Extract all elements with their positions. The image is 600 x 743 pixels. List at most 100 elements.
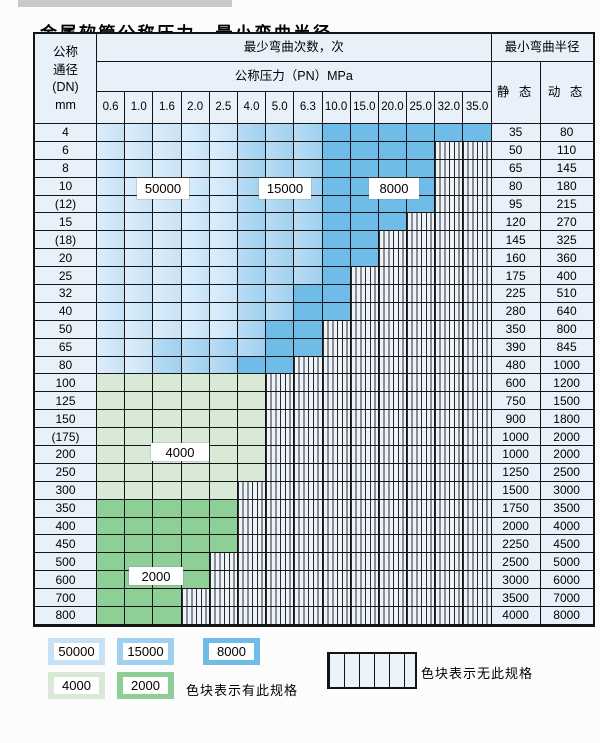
no-spec-cell <box>378 446 408 464</box>
no-spec-cell <box>463 338 492 357</box>
no-spec-cell <box>435 589 464 608</box>
no-spec-cell <box>266 481 295 500</box>
spec-cell <box>209 302 238 321</box>
no-spec-cell <box>435 141 464 160</box>
spec-cell <box>181 392 210 411</box>
spec-cell <box>209 428 238 447</box>
dn-header-line: (DN) <box>52 80 79 94</box>
spec-cell <box>153 302 182 321</box>
no-spec-cell <box>463 428 492 447</box>
dynamic-radius-cell: 360 <box>540 249 593 268</box>
no-spec-cell <box>435 267 464 286</box>
dn-header-line: 公称 <box>52 45 78 59</box>
static-radius-cell: 1000 <box>491 446 541 464</box>
spec-cell <box>125 499 154 518</box>
spec-cell <box>181 231 210 250</box>
static-radius-cell: 80 <box>491 177 541 196</box>
dn-column-header: 公称 通径 (DN) mm <box>35 34 97 124</box>
dn-cell: 80 <box>35 356 97 375</box>
spec-cell <box>181 213 210 232</box>
spec-cell <box>125 302 154 321</box>
spec-cell <box>153 320 182 339</box>
spec-cell <box>322 285 351 303</box>
pressure-header-25.0: 25.0 <box>407 92 436 124</box>
spec-cell <box>266 356 295 375</box>
no-spec-cell <box>294 392 323 411</box>
legend-has-spec-text: 色块表示有此规格 <box>186 683 299 698</box>
spec-cell <box>209 249 238 268</box>
static-radius-cell: 350 <box>491 320 541 339</box>
spec-cell <box>237 159 267 178</box>
spec-cell <box>294 320 323 339</box>
no-spec-cell <box>237 607 267 625</box>
static-radius-cell: 1000 <box>491 428 541 447</box>
no-spec-cell <box>463 159 492 178</box>
min-radius-header: 最小弯曲半径 <box>491 34 593 62</box>
static-radius-cell: 225 <box>491 285 541 303</box>
dn-cell: 200 <box>35 446 97 464</box>
no-spec-cell <box>435 213 464 232</box>
spec-cell <box>350 159 379 178</box>
spec-cell <box>125 213 154 232</box>
dynamic-radius-cell: 325 <box>540 231 593 250</box>
no-spec-cell <box>407 231 436 250</box>
no-spec-cell <box>435 159 464 178</box>
spec-table: 公称 通径 (DN) mm 最少弯曲次数，次 最小弯曲半径 公称压力（PN）MP… <box>33 32 595 627</box>
spec-cell <box>97 499 126 518</box>
no-spec-cell <box>407 285 436 303</box>
spec-cell <box>125 392 154 411</box>
spec-cell <box>237 267 267 286</box>
spec-cell <box>97 267 126 286</box>
dynamic-radius-cell: 1500 <box>540 392 593 411</box>
pressure-header-10.0: 10.0 <box>322 92 351 124</box>
no-spec-cell <box>350 356 379 375</box>
no-spec-cell <box>378 607 408 625</box>
no-spec-cell <box>407 410 436 429</box>
spec-cell <box>350 213 379 232</box>
spec-cell <box>125 124 154 142</box>
spec-cell <box>153 463 182 482</box>
no-spec-cell <box>435 338 464 357</box>
no-spec-cell <box>378 302 408 321</box>
dynamic-radius-cell: 145 <box>540 159 593 178</box>
no-spec-cell <box>435 177 464 196</box>
legend-swatch-label: 4000 <box>54 677 99 694</box>
no-spec-cell <box>407 302 436 321</box>
spec-cell <box>209 231 238 250</box>
spec-cell <box>97 553 126 572</box>
pressure-header-6.3: 6.3 <box>294 92 323 124</box>
spec-cell <box>181 195 210 214</box>
no-spec-cell <box>463 267 492 286</box>
no-spec-cell <box>294 589 323 608</box>
no-spec-cell <box>181 589 210 608</box>
spec-cell <box>125 535 154 554</box>
spec-cell <box>97 463 126 482</box>
spec-cell <box>97 320 126 339</box>
spec-cell <box>181 571 210 590</box>
dn-cell: 15 <box>35 213 97 232</box>
no-spec-cell <box>294 428 323 447</box>
spec-cell <box>407 159 436 178</box>
no-spec-cell <box>407 428 436 447</box>
spec-cell <box>97 571 126 590</box>
no-spec-cell <box>237 589 267 608</box>
spec-cell <box>125 481 154 500</box>
no-spec-cell <box>181 607 210 625</box>
pressure-header-20.0: 20.0 <box>378 92 408 124</box>
dn-cell: 10 <box>35 177 97 196</box>
no-spec-cell <box>266 446 295 464</box>
dn-cell: 400 <box>35 517 97 536</box>
spec-cell <box>97 302 126 321</box>
cycle-count-label-15000: 15000 <box>259 178 311 199</box>
no-spec-cell <box>407 517 436 536</box>
spec-cell <box>97 481 126 500</box>
cycle-count-label-2000: 2000 <box>129 567 183 585</box>
no-spec-cell <box>209 571 238 590</box>
spec-cell <box>294 213 323 232</box>
no-spec-cell <box>350 553 379 572</box>
spec-cell <box>237 195 267 214</box>
dn-cell: 250 <box>35 463 97 482</box>
dn-cell: 4 <box>35 124 97 142</box>
spec-cell <box>463 124 492 142</box>
pressure-header-2.5: 2.5 <box>209 92 238 124</box>
